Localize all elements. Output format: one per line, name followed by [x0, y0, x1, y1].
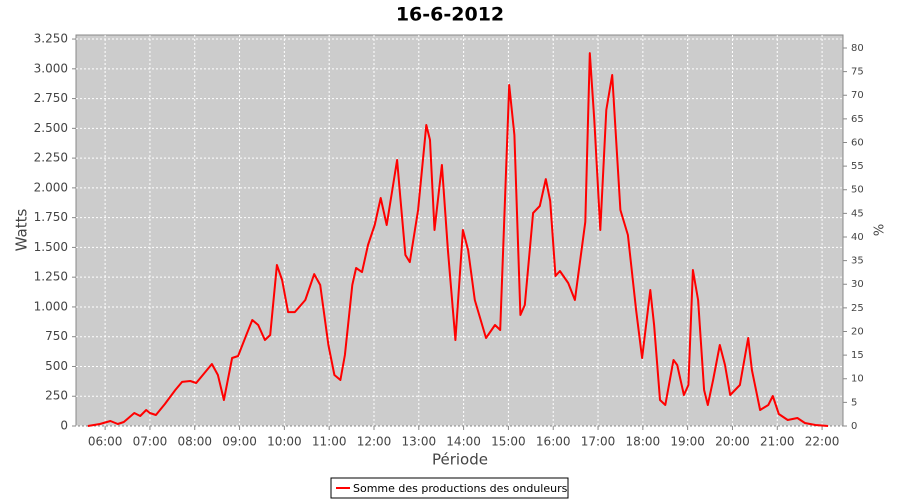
- x-tick-label: 21:00: [760, 435, 795, 449]
- y2-axis-label: %: [873, 224, 888, 236]
- x-tick-label: 09:00: [222, 435, 257, 449]
- y2-tick-label: 75: [851, 67, 864, 78]
- y2-tick-label: 15: [851, 350, 864, 361]
- x-tick-label: 22:00: [805, 435, 840, 449]
- y-tick-label: 1.750: [34, 210, 68, 224]
- chart-title: 16-6-2012: [396, 4, 504, 26]
- x-tick-label: 18:00: [626, 435, 661, 449]
- y-tick-label: 2.000: [34, 180, 68, 194]
- y2-tick-label: 65: [851, 114, 864, 125]
- y-tick-label: 1.000: [34, 299, 68, 313]
- y2-tick-label: 45: [851, 208, 864, 219]
- y2-tick-label: 80: [851, 43, 864, 54]
- y-tick-label: 1.250: [34, 270, 68, 284]
- y2-tick-label: 70: [851, 90, 864, 101]
- y-tick-label: 3.000: [34, 61, 68, 75]
- y-tick-label: 2.250: [34, 151, 68, 165]
- x-tick-label: 13:00: [402, 435, 437, 449]
- data-line: [87, 52, 829, 427]
- x-tick-label: 10:00: [267, 435, 302, 449]
- x-tick-label: 12:00: [357, 435, 392, 449]
- x-tick-label: 06:00: [88, 435, 123, 449]
- x-tick-label: 08:00: [177, 435, 212, 449]
- x-tick-label: 16:00: [536, 435, 571, 449]
- x-tick-label: 15:00: [491, 435, 526, 449]
- y2-tick-label: 5: [851, 397, 857, 408]
- x-tick-label: 14:00: [446, 435, 481, 449]
- x-tick-label: 17:00: [581, 435, 616, 449]
- y-tick-label: 500: [45, 359, 68, 373]
- x-tick-label: 19:00: [670, 435, 705, 449]
- y2-tick-label: 35: [851, 256, 864, 267]
- y2-tick-label: 25: [851, 303, 864, 314]
- y2-tick-label: 55: [851, 161, 864, 172]
- legend: Somme des productions des onduleurs: [330, 477, 569, 499]
- y-tick-label: 1.500: [34, 240, 68, 254]
- y2-tick-label: 10: [851, 374, 864, 385]
- y-tick-label: 3.250: [34, 32, 68, 46]
- x-tick-label: 20:00: [715, 435, 750, 449]
- y-axis-label: Watts: [13, 209, 31, 252]
- y2-tick-label: 50: [851, 185, 864, 196]
- legend-label: Somme des productions des onduleurs: [353, 482, 568, 495]
- y2-tick-label: 40: [851, 232, 864, 243]
- x-tick-label: 11:00: [312, 435, 347, 449]
- y2-tick-label: 20: [851, 326, 864, 337]
- y2-tick-label: 0: [851, 421, 857, 432]
- y-tick-label: 750: [45, 329, 68, 343]
- y-tick-label: 250: [45, 389, 68, 403]
- x-axis-label: Période: [432, 451, 488, 469]
- x-tick-label: 07:00: [133, 435, 168, 449]
- y-tick-label: 2.750: [34, 91, 68, 105]
- y-tick-label: 0: [60, 419, 68, 433]
- y2-tick-label: 30: [851, 279, 864, 290]
- y2-tick-label: 60: [851, 137, 864, 148]
- plot-area: [75, 34, 844, 427]
- y-tick-label: 2.500: [34, 121, 68, 135]
- legend-box: [330, 477, 569, 499]
